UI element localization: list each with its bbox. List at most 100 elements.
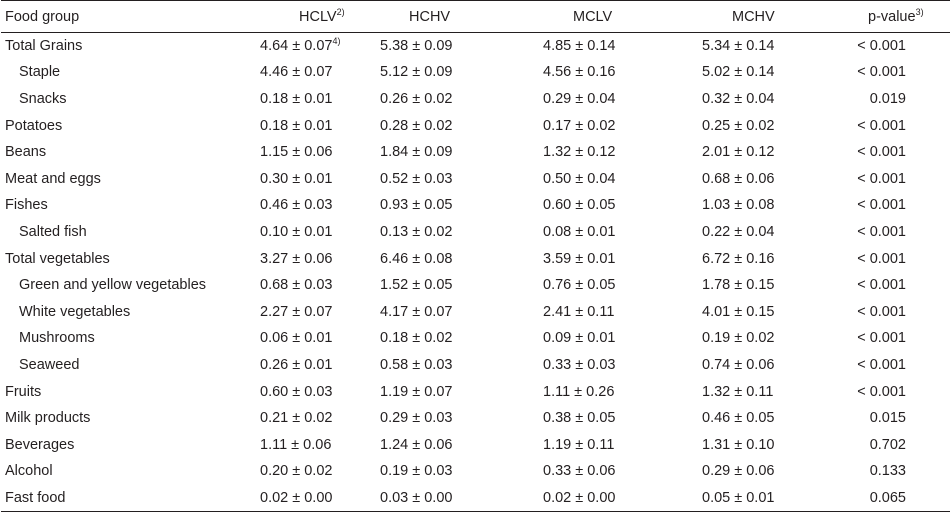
cell-mchv-value: 0.46 ± 0.05 — [702, 410, 775, 427]
cell-mclv-value: 0.33 ± 0.03 — [543, 356, 616, 373]
cell-mchv: 1.32 ± 0.11 — [687, 378, 823, 405]
cell-mclv: 2.41 ± 0.11 — [542, 298, 687, 325]
cell-p-value: 0.133 — [869, 463, 906, 480]
header-mchv: MCHV — [687, 0, 823, 33]
cell-hclv-value: 0.30 ± 0.01 — [260, 170, 333, 187]
cell-mchv-value: 1.03 ± 0.08 — [702, 197, 775, 214]
cell-hclv-value: 0.26 ± 0.01 — [260, 356, 333, 373]
cell-hchv-value: 0.03 ± 0.00 — [380, 489, 453, 506]
cell-hclv-value: 0.10 ± 0.01 — [260, 223, 333, 240]
cell-p-value: < 0.001 — [857, 356, 906, 373]
cell-food-group: Beans — [5, 144, 47, 161]
cell-hclv: 0.02 ± 0.00 — [257, 484, 379, 512]
table-row: Beans 1.15 ± 0.06 1.84 ± 0.09 1.32 ± 0.12 2.… — [1, 139, 950, 166]
cell-mclv-value: 0.29 ± 0.04 — [543, 90, 616, 107]
cell-mchv: 4.01 ± 0.15 — [687, 298, 823, 325]
cell-food-group: Total vegetables — [5, 250, 110, 267]
cell-mclv: 4.56 ± 0.16 — [542, 59, 687, 86]
cell-hclv-value: 0.60 ± 0.03 — [260, 383, 333, 400]
cell-mchv: 1.03 ± 0.08 — [687, 192, 823, 219]
cell-hclv: 1.11 ± 0.06 — [257, 431, 379, 458]
cell-mclv-value: 0.08 ± 0.01 — [543, 223, 616, 240]
cell-food-group: Fishes — [5, 197, 48, 214]
cell-mchv-value: 0.32 ± 0.04 — [702, 90, 775, 107]
cell-mchv: 5.02 ± 0.14 — [687, 59, 823, 86]
table-row: Salted fish 0.10 ± 0.01 0.13 ± 0.02 0.08 ± … — [1, 219, 950, 246]
cell-mclv: 0.17 ± 0.02 — [542, 112, 687, 139]
cell-mclv: 3.59 ± 0.01 — [542, 245, 687, 272]
cell-mclv-value: 0.50 ± 0.04 — [543, 170, 616, 187]
cell-hchv-value: 0.58 ± 0.03 — [380, 356, 453, 373]
cell-mclv-value: 0.09 ± 0.01 — [543, 330, 616, 347]
cell-hclv: 4.46 ± 0.07 — [257, 59, 379, 86]
cell-hclv: 0.18 ± 0.01 — [257, 86, 379, 113]
cell-mchv-value: 4.01 ± 0.15 — [702, 303, 775, 320]
cell-p-value: < 0.001 — [857, 197, 906, 214]
cell-mclv-value: 3.59 ± 0.01 — [543, 250, 616, 267]
cell-mchv: 0.29 ± 0.06 — [687, 458, 823, 485]
cell-mchv: 2.01 ± 0.12 — [687, 139, 823, 166]
cell-mchv: 0.46 ± 0.05 — [687, 405, 823, 432]
cell-hchv: 1.24 ± 0.06 — [379, 431, 542, 458]
cell-p-value: 0.065 — [823, 484, 950, 512]
cell-hclv-value: 0.68 ± 0.03 — [260, 277, 333, 294]
cell-p-value: < 0.001 — [857, 117, 906, 134]
cell-hchv-value: 0.26 ± 0.02 — [380, 90, 453, 107]
cell-p-value: < 0.001 — [857, 64, 906, 81]
cell-hclv: 0.26 ± 0.01 — [257, 352, 379, 379]
cell-mclv: 4.85 ± 0.14 — [542, 33, 687, 60]
cell-food-group: Beverages — [5, 436, 75, 453]
cell-hclv-value: 4.64 ± 0.07 — [260, 38, 333, 55]
cell-mclv-value: 1.11 ± 0.26 — [543, 383, 615, 400]
table-row: Green and yellow vegetables 0.68 ± 0.03 1.… — [1, 272, 950, 299]
table-row: Beverages 1.11 ± 0.06 1.24 ± 0.06 1.19 ± 0.… — [1, 431, 950, 458]
cell-food-group: Fast food — [1, 484, 257, 512]
cell-hchv: 5.12 ± 0.09 — [379, 59, 542, 86]
table-row: Mushrooms 0.06 ± 0.01 0.18 ± 0.02 0.09 ± 0.… — [1, 325, 950, 352]
cell-hclv-value: 0.20 ± 0.02 — [260, 463, 333, 480]
header-hclv: HCLV2) — [257, 0, 379, 33]
cell-hclv: 0.18 ± 0.01 — [257, 112, 379, 139]
cell-mchv-value: 1.32 ± 0.11 — [702, 383, 774, 400]
cell-hchv: 0.52 ± 0.03 — [379, 165, 542, 192]
cell-hchv-value: 4.17 ± 0.07 — [380, 303, 453, 320]
header-hclv-footnote: 2) — [336, 6, 345, 17]
cell-p-value: < 0.001 — [857, 223, 906, 240]
cell-mchv-value: 1.31 ± 0.10 — [702, 436, 775, 453]
table-body: Total Grains 4.64 ± 0.074) 5.38 ± 0.09 4.85… — [1, 33, 950, 512]
header-mclv: MCLV — [542, 0, 687, 33]
cell-hclv: 0.30 ± 0.01 — [257, 165, 379, 192]
cell-mclv: 0.33 ± 0.03 — [542, 352, 687, 379]
cell-mclv-value: 1.32 ± 0.12 — [543, 144, 616, 161]
table-row: Meat and eggs 0.30 ± 0.01 0.52 ± 0.03 0.50 … — [1, 165, 950, 192]
cell-hchv-value: 1.19 ± 0.07 — [380, 383, 453, 400]
header-p-value: p-value3) — [823, 0, 950, 33]
cell-hclv: 0.06 ± 0.01 — [257, 325, 379, 352]
cell-food-group: Milk products — [5, 410, 91, 427]
table-row: Fruits 0.60 ± 0.03 1.19 ± 0.07 1.11 ± 0.26 1… — [1, 378, 950, 405]
header-p-value-footnote: 3) — [915, 6, 924, 17]
cell-mclv: 1.11 ± 0.26 — [542, 378, 687, 405]
cell-hchv-value: 0.52 ± 0.03 — [380, 170, 453, 187]
cell-hclv-value: 0.02 ± 0.00 — [260, 489, 333, 506]
value-footnote: 4) — [332, 36, 341, 47]
header-row: Food group HCLV2) HCHV MCLV MCHV p-value… — [1, 0, 950, 33]
cell-hchv-value: 1.24 ± 0.06 — [380, 436, 453, 453]
cell-mchv-value: 0.74 ± 0.06 — [702, 356, 775, 373]
cell-mclv-value: 4.85 ± 0.14 — [543, 38, 616, 55]
cell-hclv-value: 0.21 ± 0.02 — [260, 410, 333, 427]
cell-food-group: Potatoes — [5, 117, 63, 134]
cell-p-value: < 0.001 — [857, 170, 906, 187]
cell-p-value: < 0.001 — [857, 383, 906, 400]
cell-mchv-value: 0.05 ± 0.01 — [702, 489, 775, 506]
cell-food-group: Total Grains — [5, 38, 83, 55]
cell-food-group: Salted fish — [19, 223, 87, 240]
cell-hchv-value: 6.46 ± 0.08 — [380, 250, 453, 267]
cell-hclv: 4.64 ± 0.074) — [257, 33, 379, 60]
cell-hchv: 0.29 ± 0.03 — [379, 405, 542, 432]
table-row: White vegetables 2.27 ± 0.07 4.17 ± 0.07 2.… — [1, 298, 950, 325]
cell-mclv-value: 0.60 ± 0.05 — [543, 197, 616, 214]
cell-mchv: 5.34 ± 0.14 — [687, 33, 823, 60]
table-row: Total Grains 4.64 ± 0.074) 5.38 ± 0.09 4.85… — [1, 33, 950, 60]
cell-food-group: White vegetables — [19, 303, 131, 320]
